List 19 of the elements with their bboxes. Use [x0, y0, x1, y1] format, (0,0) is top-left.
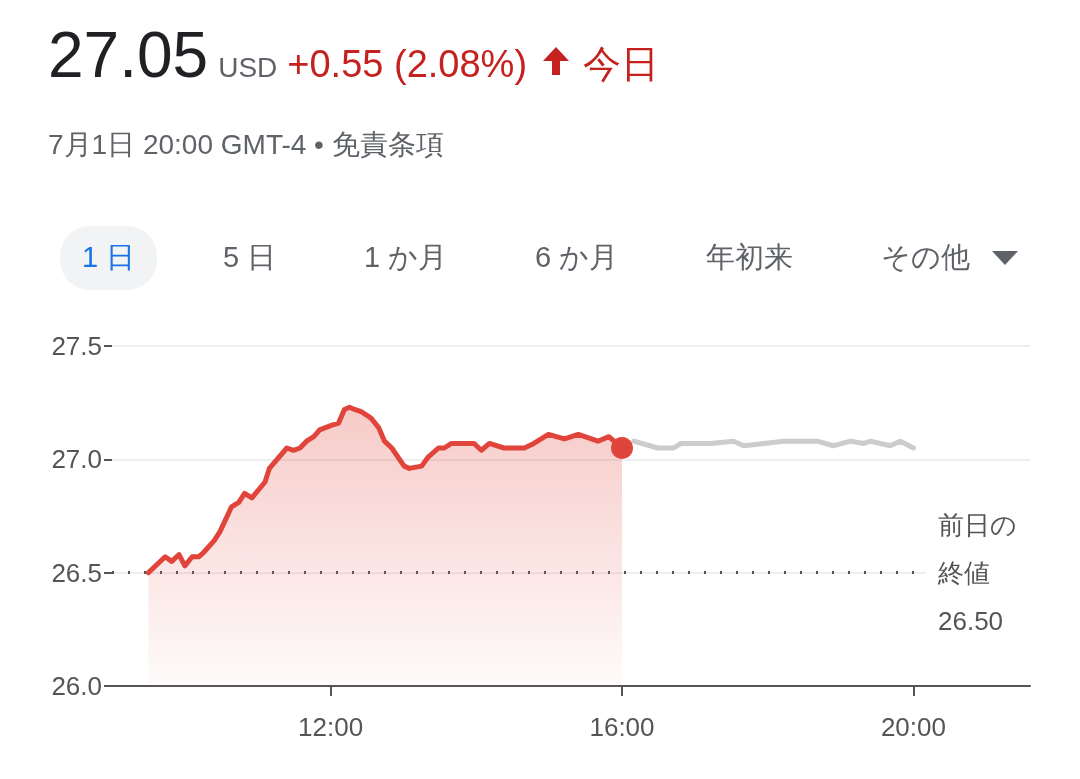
text: 1 か月: [363, 240, 449, 275]
chart-subtitle: 7月1日 20:00 GMT-4 • 免責条項: [48, 128, 444, 162]
ref-line-label: 前日の終値 26.50: [937, 509, 1017, 636]
x-tick-label: 12:00: [298, 712, 364, 742]
y-tick-label: 27.0: [51, 444, 102, 475]
chart-title: 27.05: [48, 18, 209, 92]
text: その他: [879, 240, 971, 275]
text: 6 か月: [534, 240, 620, 275]
text: 1 日: [60, 226, 158, 290]
text: +0.55 (2.08%): [287, 43, 528, 86]
y-tick-label: 26.5: [51, 557, 102, 588]
text: 今日: [583, 42, 660, 87]
text: 年初来: [705, 240, 795, 275]
x-tick-label: 16:00: [589, 712, 655, 742]
y-tick-label: 27.5: [51, 331, 102, 361]
text: 5 日: [222, 240, 278, 275]
y-tick-label: 26.0: [51, 671, 102, 701]
text: USD: [218, 52, 278, 84]
x-tick-label: 20:00: [880, 712, 946, 742]
